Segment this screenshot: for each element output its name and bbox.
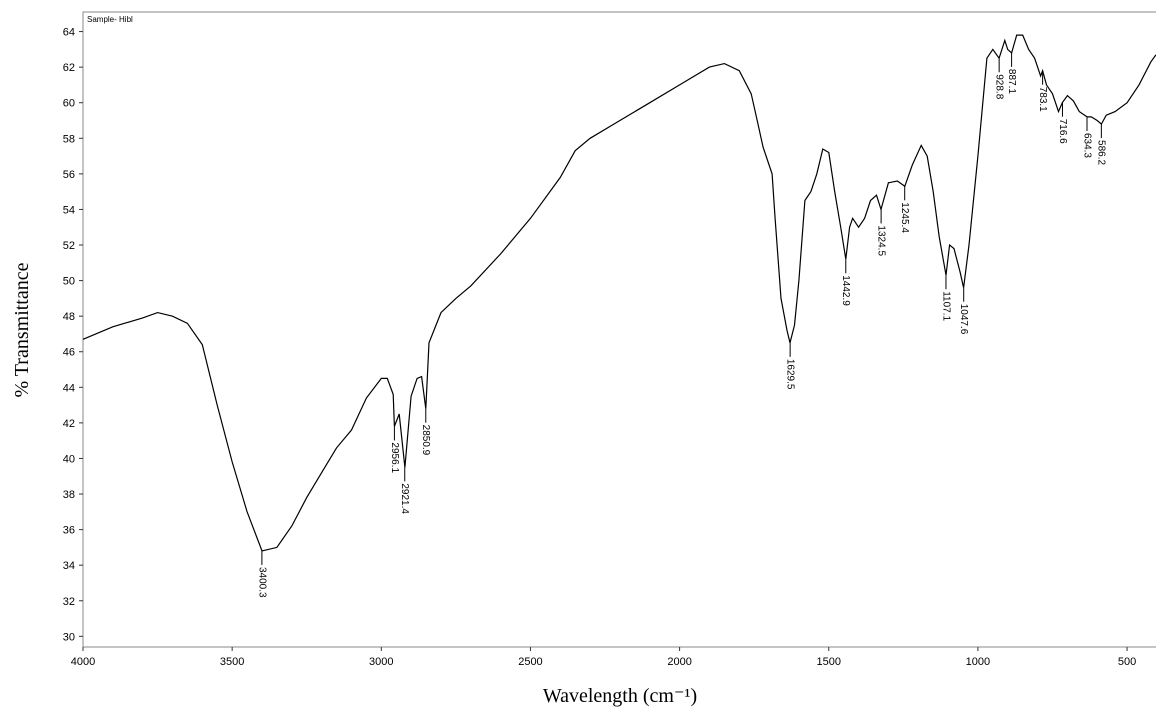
y-tick-label: 42 (63, 418, 75, 430)
x-tick-label: 1000 (966, 656, 990, 668)
y-tick-label: 58 (63, 133, 75, 145)
peak-label: 928.8 (994, 74, 1005, 99)
y-tick-label: 32 (63, 596, 75, 608)
x-tick-label: 1500 (817, 656, 841, 668)
peak-label: 783.1 (1037, 87, 1048, 112)
plot-frame (82, 11, 1156, 648)
peak-label: 1442.9 (840, 275, 851, 306)
x-tick-label: 4000 (71, 656, 95, 668)
peak-label: 1047.6 (958, 304, 969, 335)
y-tick-label: 44 (63, 382, 75, 394)
y-tick-label: 48 (63, 311, 75, 323)
peak-label: 1324.5 (875, 225, 886, 256)
x-axis-label: Wavelength (cm⁻¹) (543, 685, 697, 707)
peak-label: 1107.1 (940, 291, 951, 321)
y-tick-label: 60 (63, 98, 75, 110)
spectrum-line (82, 34, 1156, 552)
x-tick-label: 2500 (518, 656, 542, 668)
y-tick-label: 40 (63, 453, 75, 465)
y-tick-label: 62 (63, 62, 75, 74)
y-tick-label: 38 (63, 489, 75, 501)
peak-label: 2921.4 (399, 483, 410, 514)
annotation: Sample- Hibl (87, 15, 133, 24)
y-tick-label: 36 (63, 525, 75, 537)
y-axis-label: % Transmittance (11, 262, 33, 397)
peak-label: 634.3 (1081, 133, 1092, 158)
y-tick-label: 50 (63, 276, 75, 288)
y-tick-label: 56 (63, 169, 75, 181)
x-tick-label: 3000 (369, 656, 393, 668)
y-tick-label: 52 (63, 240, 75, 252)
peak-label: 1245.4 (899, 202, 910, 233)
y-tick-label: 34 (63, 560, 75, 572)
y-tick-label: 64 (63, 27, 75, 39)
y-tick-label: 30 (63, 631, 75, 643)
peak-label: 2956.1 (389, 442, 400, 473)
x-tick-label: 3500 (220, 656, 244, 668)
peak-label: 716.6 (1057, 119, 1068, 144)
y-tick-label: 54 (63, 204, 75, 216)
peak-label: 1629.5 (784, 359, 795, 390)
peak-label: 3400.3 (256, 567, 267, 598)
x-tick-label: 2000 (667, 656, 691, 668)
y-tick-label: 46 (63, 347, 75, 359)
peak-label: 2850.9 (420, 425, 431, 456)
peak-label: 586.2 (1096, 140, 1107, 165)
x-tick-label: 500 (1118, 656, 1136, 668)
peak-label: 887.1 (1006, 69, 1017, 94)
